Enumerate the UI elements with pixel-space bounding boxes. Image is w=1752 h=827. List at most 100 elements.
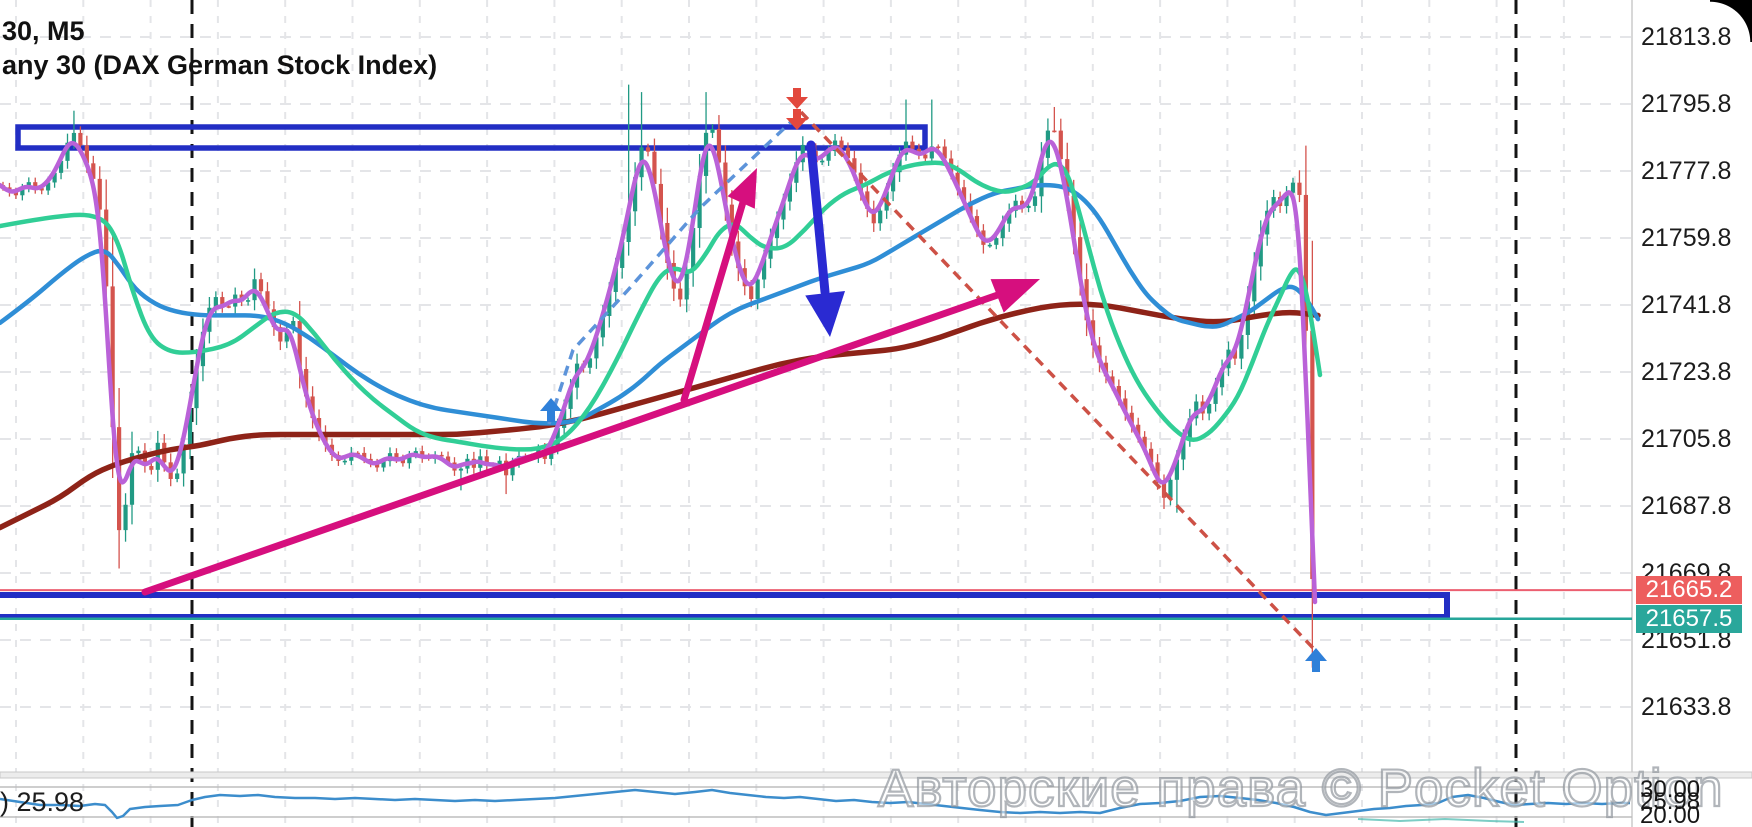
candle-body xyxy=(484,456,489,465)
candle-body xyxy=(304,369,309,397)
candle-body xyxy=(78,132,83,146)
candle-body xyxy=(291,321,296,330)
candle-body xyxy=(400,459,405,464)
candle-body xyxy=(258,279,264,292)
candle-body xyxy=(97,178,102,210)
candle-body xyxy=(658,183,663,223)
candle-body xyxy=(1194,401,1199,419)
candle-body xyxy=(942,146,947,159)
candle-body xyxy=(1219,368,1225,388)
sell-signal-marker[interactable] xyxy=(786,109,808,130)
candle-body xyxy=(213,297,218,308)
candle-body xyxy=(633,177,638,212)
trend-arrow-long-up-head[interactable] xyxy=(990,279,1040,313)
resistance-zone[interactable] xyxy=(15,124,928,151)
impulse-arrow-up-head[interactable] xyxy=(727,168,757,209)
candle-body xyxy=(458,468,464,471)
candle-body xyxy=(1084,279,1089,321)
price-axis-label: 21687.8 xyxy=(1641,492,1732,520)
candle-body xyxy=(129,453,135,505)
candle-body xyxy=(175,473,180,479)
ask-price-line-badge[interactable]: 21665.2 xyxy=(1636,576,1742,605)
candle-body xyxy=(987,244,992,247)
impulse-arrow-down[interactable] xyxy=(806,140,830,297)
candle-body xyxy=(555,427,560,446)
candle-body xyxy=(587,358,593,368)
candle-body xyxy=(626,211,631,243)
candle-body xyxy=(1123,398,1128,413)
candle-body xyxy=(1155,462,1160,482)
candle-body xyxy=(84,145,89,164)
candle-body xyxy=(974,216,980,231)
buy-signal-marker[interactable] xyxy=(1305,648,1327,672)
candle-body xyxy=(1239,334,1244,359)
price-axis-label: 21795.8 xyxy=(1641,90,1732,118)
candle-body xyxy=(1207,403,1212,414)
candle-body xyxy=(1284,192,1289,207)
candle-body xyxy=(562,408,567,428)
candle-body xyxy=(929,146,934,159)
candle-body xyxy=(1271,197,1276,211)
trend-arrow-long-up[interactable] xyxy=(141,286,1016,596)
price-axis-label: 21633.8 xyxy=(1641,693,1732,721)
candle-body xyxy=(936,146,941,149)
candle-body xyxy=(381,461,386,468)
candle-body xyxy=(375,463,380,468)
candle-body xyxy=(749,286,754,300)
candle-body xyxy=(1174,459,1179,480)
candle-body xyxy=(568,387,573,409)
support-zone[interactable] xyxy=(0,592,1450,620)
symbol-timeframe-title: 30, M5 xyxy=(2,16,85,46)
impulse-arrow-up[interactable] xyxy=(680,188,750,404)
candle-body xyxy=(620,242,625,268)
dashed-down-trendline[interactable] xyxy=(799,110,1315,650)
candle-body xyxy=(46,182,51,191)
impulse-arrow-down-head[interactable] xyxy=(805,291,846,337)
ma-purple-price xyxy=(0,139,1318,605)
candle-body xyxy=(149,465,154,470)
candle-body xyxy=(342,460,347,463)
candle-body xyxy=(645,147,651,152)
candle-body xyxy=(910,141,915,149)
candle-body xyxy=(1020,200,1025,208)
candle-body xyxy=(1000,223,1005,239)
sell-signal-marker[interactable] xyxy=(786,88,808,109)
candle-body xyxy=(723,162,728,205)
candle-body xyxy=(1058,130,1063,160)
candle-body xyxy=(762,258,767,280)
indicator-axis-value: 25.98 xyxy=(1640,788,1701,815)
candle-body xyxy=(994,238,999,245)
candle-body xyxy=(665,222,670,263)
candle-body xyxy=(194,366,199,409)
indicator-axis-value: 20.00 xyxy=(1640,802,1701,827)
candle-body xyxy=(407,455,412,464)
indicator-line xyxy=(0,788,1630,820)
candle-body xyxy=(181,444,186,474)
candle-body xyxy=(1071,195,1076,238)
candle-body xyxy=(968,201,973,217)
candle-body xyxy=(826,151,831,161)
candle-body xyxy=(420,451,425,458)
candle-body xyxy=(1136,424,1141,437)
candle-body xyxy=(1007,210,1012,224)
buy-signal-marker[interactable] xyxy=(540,398,562,422)
candle-body xyxy=(445,456,451,463)
dashed-up-trendline[interactable] xyxy=(547,118,795,425)
candle-body xyxy=(961,187,967,202)
candle-body xyxy=(123,504,128,531)
candle-body xyxy=(1187,418,1192,439)
candle-body xyxy=(1129,412,1134,425)
pane-separator[interactable] xyxy=(0,771,1752,779)
candle-body xyxy=(613,267,618,292)
candle-body xyxy=(1168,479,1173,498)
indicator-axis-value: 30.00 xyxy=(1640,776,1701,803)
candle-body xyxy=(33,182,38,189)
candle-body xyxy=(891,172,896,192)
candle-body xyxy=(1149,448,1154,463)
candle-body xyxy=(1232,349,1238,359)
candle-body xyxy=(1110,376,1115,386)
candle-body xyxy=(755,279,760,300)
current-price-line-badge[interactable]: 21657.5 xyxy=(1636,604,1742,633)
candle-body xyxy=(1213,387,1218,404)
